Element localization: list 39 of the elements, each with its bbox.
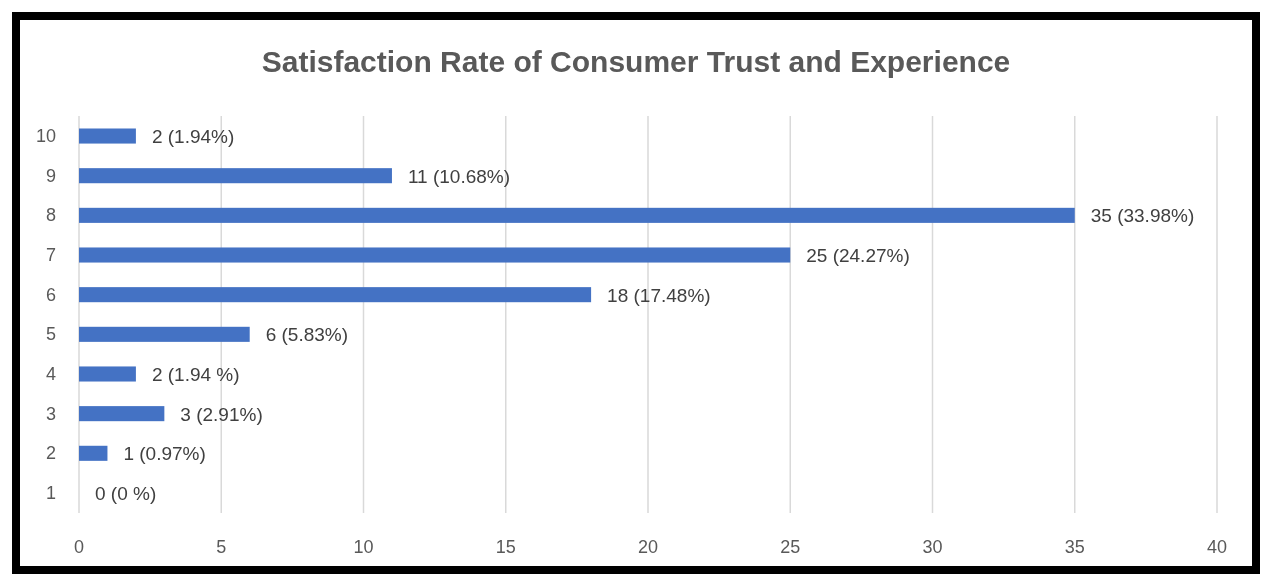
x-tick-label: 20 [637, 537, 659, 557]
y-tick-label: 3 [45, 403, 56, 424]
data-label: 35 (33.98%) [1090, 205, 1195, 227]
data-label: 3 (2.91%) [180, 403, 263, 425]
x-tick-label: 30 [922, 537, 943, 557]
data-label: 11 (10.68%) [407, 165, 511, 187]
bar [79, 326, 250, 342]
data-label: 0 (0 %) [95, 482, 157, 504]
y-tick-label: 6 [45, 284, 56, 305]
y-tick-label: 5 [45, 324, 56, 345]
y-tick-label: 8 [45, 205, 56, 226]
x-tick-label: 40 [1206, 537, 1228, 557]
data-label: 1 (0.97%) [123, 443, 206, 465]
bar [79, 406, 165, 422]
x-tick-label: 0 [73, 537, 85, 557]
data-label: 6 (5.83%) [265, 324, 349, 346]
bar [79, 128, 136, 144]
y-tick-label: 4 [45, 363, 56, 384]
bar [79, 445, 108, 461]
y-tick-label: 7 [45, 245, 56, 266]
x-tick-label: 25 [780, 537, 801, 557]
y-tick-label: 9 [45, 165, 56, 186]
y-tick-label: 2 [45, 443, 56, 464]
data-label: 2 (1.94 %) [151, 363, 240, 385]
bar [79, 207, 1075, 223]
bar [79, 247, 791, 263]
data-label: 25 (24.27%) [806, 245, 910, 267]
x-tick-label: 10 [353, 537, 374, 557]
x-tick-label: 5 [216, 537, 227, 557]
y-tick-label: 1 [45, 482, 56, 503]
data-label: 18 (17.48%) [607, 284, 711, 306]
data-label: 2 (1.94%) [151, 126, 235, 148]
y-tick-label: 10 [35, 126, 56, 147]
bar [79, 168, 392, 184]
x-tick-label: 35 [1064, 537, 1085, 557]
bar [79, 287, 592, 303]
chart-title: Satisfaction Rate of Consumer Trust and Experience [261, 45, 1011, 78]
x-tick-label: 15 [495, 537, 516, 557]
bar [79, 366, 136, 382]
